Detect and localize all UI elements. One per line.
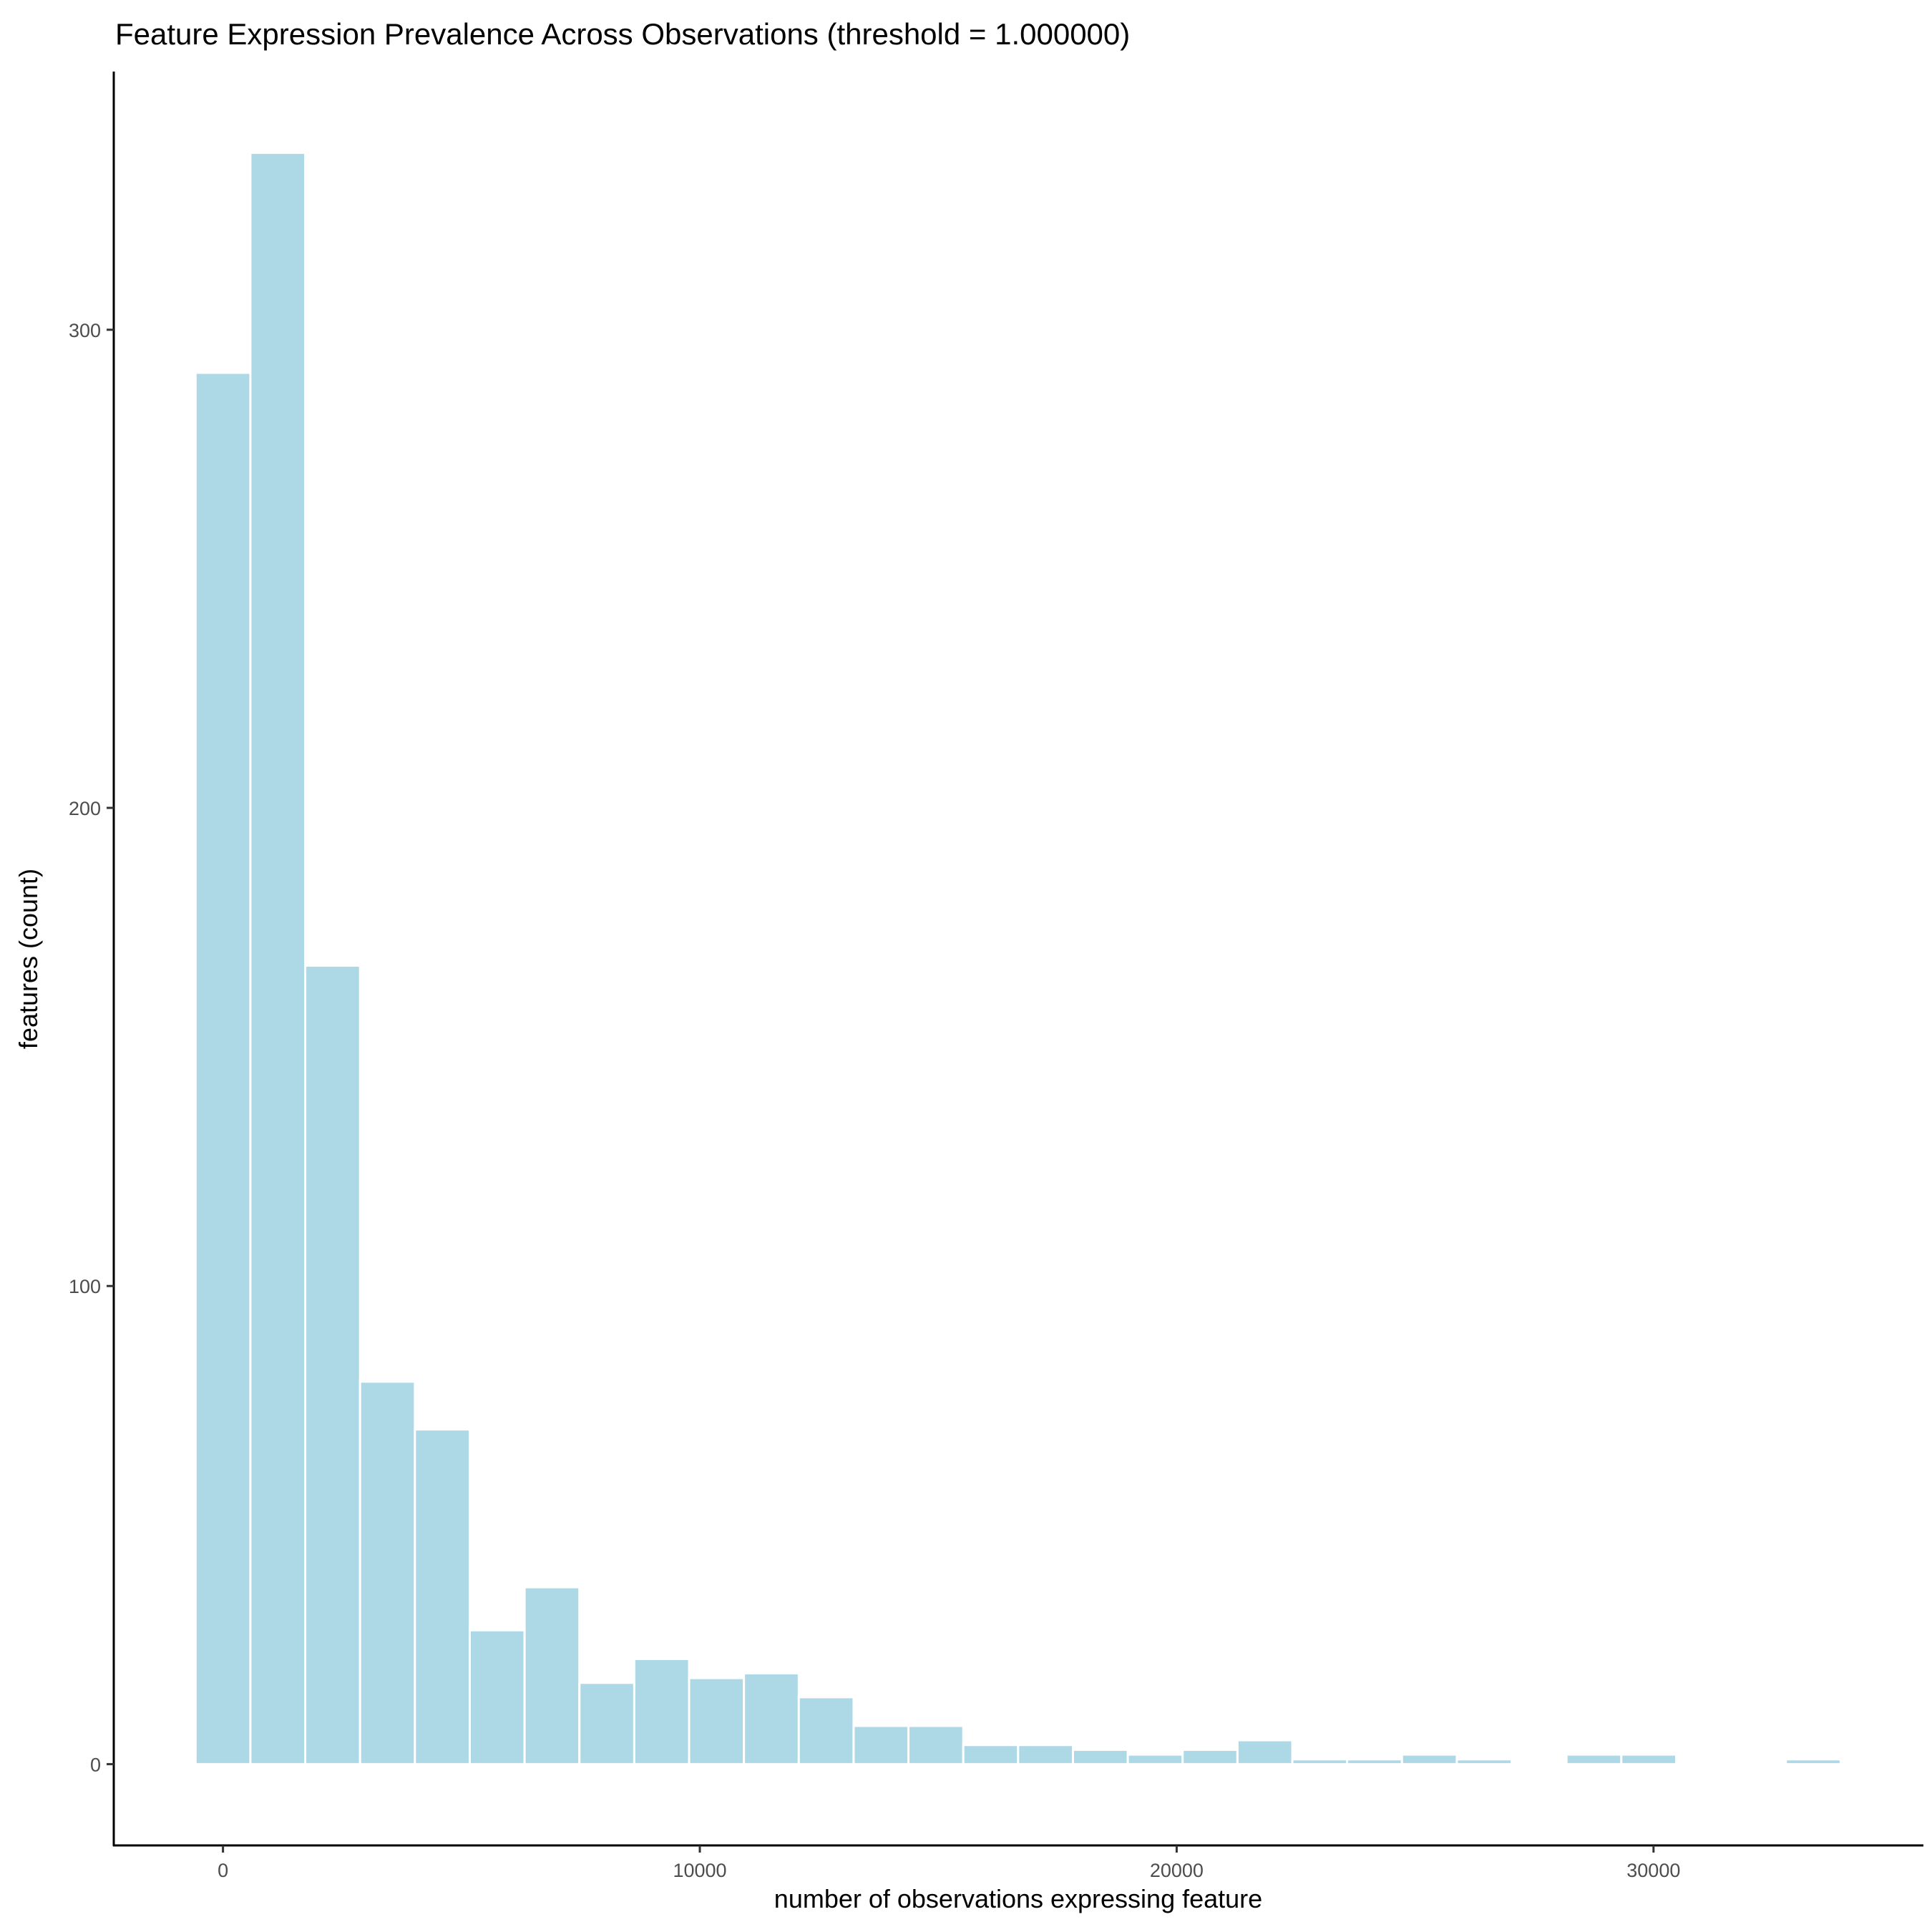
y-tick-label: 300 [69, 320, 101, 341]
histogram-bar [1455, 1758, 1513, 1765]
histogram-bar [523, 1586, 581, 1765]
histogram-bar [1291, 1758, 1349, 1765]
histogram-bar [852, 1724, 910, 1765]
histogram-bar [414, 1428, 471, 1765]
histogram-bar [468, 1629, 526, 1765]
histogram-bar [1236, 1739, 1294, 1765]
y-axis-title: features (count) [14, 869, 43, 1049]
histogram-bar [1565, 1753, 1623, 1765]
histogram-bar [249, 152, 307, 1765]
histogram-bar [907, 1724, 965, 1765]
x-tick-label: 20000 [1150, 1860, 1204, 1881]
y-tick-label: 200 [69, 798, 101, 819]
histogram-bar [1126, 1753, 1184, 1765]
histogram-bar [1785, 1758, 1842, 1765]
histogram-bar [194, 371, 252, 1765]
histogram-bar [797, 1696, 855, 1765]
histogram-bar [633, 1657, 691, 1765]
x-ticks: 0 10000 20000 30000 [218, 1845, 1680, 1881]
histogram-bar [743, 1672, 800, 1765]
histogram-bar [1346, 1758, 1403, 1765]
x-tick-label: 30000 [1626, 1860, 1680, 1881]
histogram-bar [1017, 1744, 1074, 1765]
y-tick-label: 0 [90, 1754, 101, 1775]
histogram-bar [962, 1744, 1020, 1765]
histogram-bar [578, 1682, 635, 1765]
x-axis-title: number of observations expressing featur… [774, 1884, 1262, 1913]
histogram-bar [358, 1380, 416, 1765]
histogram-bar [1400, 1753, 1458, 1765]
histogram-bar [304, 965, 361, 1765]
chart-title: Feature Expression Prevalence Across Obs… [115, 17, 1130, 51]
histogram-bar [1181, 1748, 1239, 1765]
histogram-bar [688, 1677, 746, 1765]
x-tick-label: 10000 [673, 1860, 726, 1881]
x-tick-label: 0 [218, 1860, 228, 1881]
y-tick-label: 100 [69, 1276, 101, 1297]
bars-group [194, 152, 1842, 1765]
histogram-bar [1620, 1753, 1677, 1765]
histogram-bar [1071, 1748, 1129, 1765]
y-ticks: 0 100 200 300 [69, 320, 114, 1775]
